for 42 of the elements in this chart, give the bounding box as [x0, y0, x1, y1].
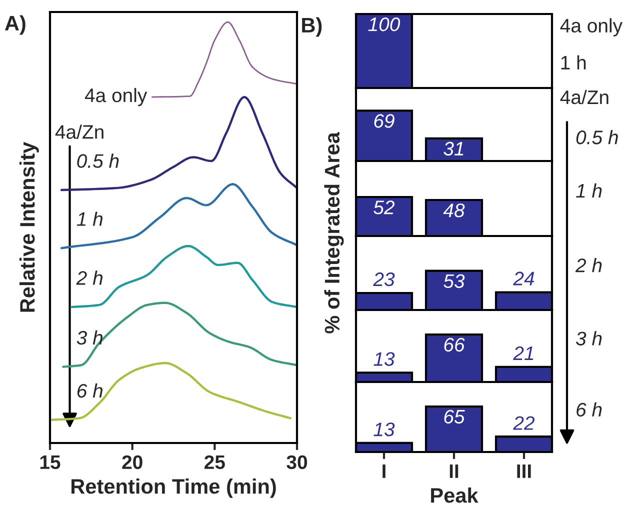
data-label: 21 [513, 346, 534, 360]
data-label: 31 [444, 142, 464, 156]
chart-title: B) [302, 17, 322, 37]
data-label: 65 [444, 410, 465, 424]
x-tick-label: II [450, 464, 458, 478]
x-tick-label: 20 [122, 455, 142, 470]
data-label: 100 [368, 17, 400, 32]
data-label: 53 [444, 274, 465, 288]
y-axis-title: Relative Intensity [19, 142, 39, 312]
text: 4a/Zn [560, 90, 608, 104]
text: 4a only [560, 18, 623, 36]
data-label: 24 [513, 272, 534, 286]
x-tick-label: 30 [286, 455, 308, 470]
series-label: 0.5 h [77, 154, 119, 168]
x-axis-title: Retention Time (min) [71, 478, 276, 498]
text: 1 h [576, 183, 602, 198]
text: 2 h [575, 258, 602, 272]
data-label: 48 [443, 204, 465, 218]
series-label: 4a only [84, 88, 148, 106]
data-label: 13 [374, 422, 395, 436]
series-label: 1 h [76, 212, 102, 226]
text: 3 h [576, 331, 602, 346]
x-tick-label: 15 [40, 456, 60, 470]
x-tick-label: 25 [204, 455, 225, 470]
text: 6 h [576, 402, 602, 417]
data-label: 69 [374, 114, 394, 128]
y-axis-title: % of Integrated Area [324, 132, 344, 334]
data-label: 52 [374, 200, 395, 214]
series-label: 6 h [77, 383, 102, 398]
text: 1 h [561, 55, 586, 70]
x-tick-label: I [382, 464, 386, 478]
data-label: 23 [373, 272, 395, 286]
data-label: 66 [444, 338, 465, 352]
series-label: 2 h [76, 270, 102, 285]
data-label: 13 [374, 352, 395, 366]
annotation: 4a/Zn [55, 124, 104, 139]
x-tick-label: III [517, 464, 531, 478]
series-label: 3 h [76, 330, 102, 345]
data-label: 22 [513, 416, 535, 430]
chart-title: A) [4, 15, 26, 35]
x-axis-title: Peak [431, 487, 478, 503]
text: 0.5 h [576, 130, 618, 144]
